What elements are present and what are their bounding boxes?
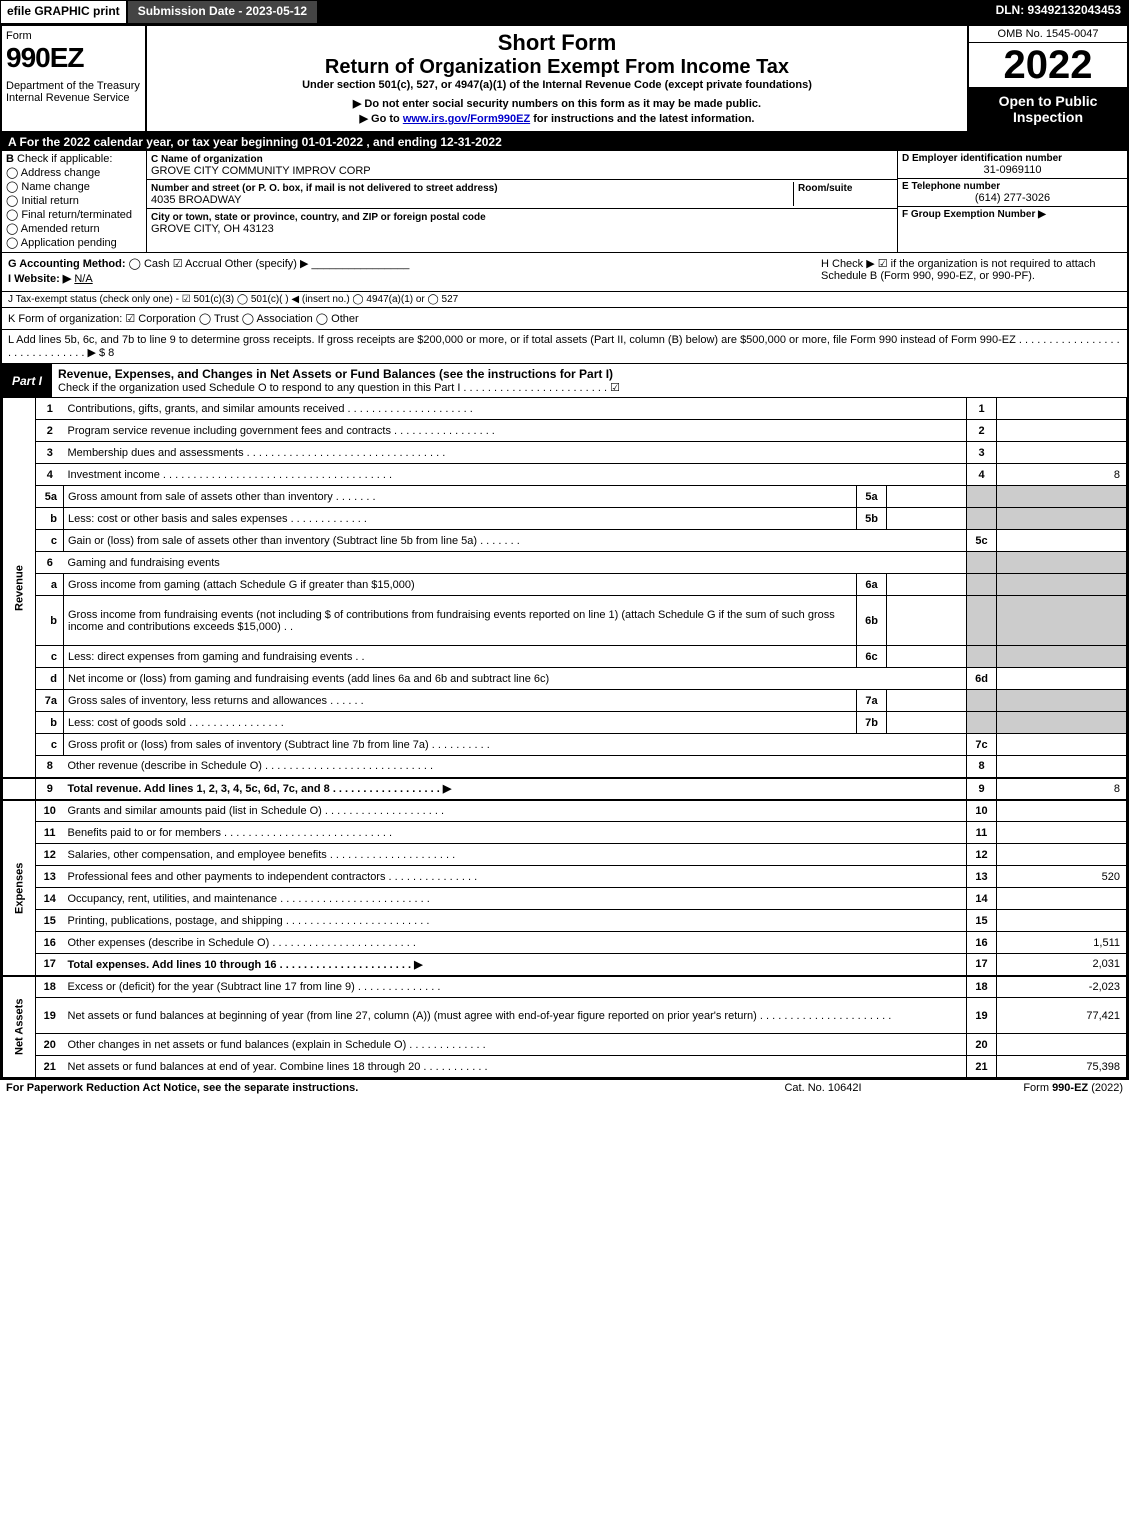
form-number: 990EZ [6,42,141,74]
header-right: OMB No. 1545-0047 2022 Open to Public In… [967,26,1127,131]
row-j: J Tax-exempt status (check only one) - ☑… [2,292,1127,308]
row-k: K Form of organization: ☑ Corporation ◯ … [2,308,1127,330]
city: GROVE CITY, OH 43123 [151,223,274,235]
cb-pending[interactable]: ◯ Application pending [6,236,142,249]
street: 4035 BROADWAY [151,194,241,206]
tax-year: 2022 [969,43,1127,87]
open-inspection: Open to Public Inspection [969,87,1127,131]
row-l: L Add lines 5b, 6c, and 7b to line 9 to … [2,330,1127,364]
row-a: A For the 2022 calendar year, or tax yea… [2,133,1127,151]
department: Department of the Treasury Internal Reve… [6,80,141,104]
expenses-label: Expenses [3,800,36,976]
info-block: B Check if applicable: ◯ Address change … [2,151,1127,253]
cb-final[interactable]: ◯ Final return/terminated [6,208,142,221]
topbar: efile GRAPHIC print Submission Date - 20… [0,0,1129,24]
omb-number: OMB No. 1545-0047 [969,26,1127,43]
phone: (614) 277-3026 [902,192,1123,204]
row-gh: G Accounting Method: ◯ Cash ☑ Accrual Ot… [2,253,1127,292]
return-title: Return of Organization Exempt From Incom… [151,56,963,79]
cb-name[interactable]: ◯ Name change [6,180,142,193]
cb-address[interactable]: ◯ Address change [6,166,142,179]
website: N/A [74,273,92,285]
footer: For Paperwork Reduction Act Notice, see … [0,1080,1129,1096]
header-left: Form 990EZ Department of the Treasury In… [2,26,147,131]
submission-date: Submission Date - 2023-05-12 [127,0,318,24]
form-header: Form 990EZ Department of the Treasury In… [2,26,1127,133]
irs-link[interactable]: www.irs.gov/Form990EZ [403,113,530,125]
row-h: H Check ▶ ☑ if the organization is not r… [821,257,1121,287]
netassets-label: Net Assets [3,976,36,1078]
goto-note: ▶ Go to www.irs.gov/Form990EZ for instru… [151,112,963,125]
short-form-title: Short Form [151,30,963,56]
org-name: GROVE CITY COMMUNITY IMPROV CORP [151,165,371,177]
efile-label: efile GRAPHIC print [0,0,127,24]
ssn-note: ▶ Do not enter social security numbers o… [151,97,963,110]
block-b: B Check if applicable: ◯ Address change … [2,151,147,252]
cb-amended[interactable]: ◯ Amended return [6,222,142,235]
part1-header: Part I Revenue, Expenses, and Changes in… [2,364,1127,397]
dln: DLN: 93492132043453 [988,0,1129,24]
form-frame: Form 990EZ Department of the Treasury In… [0,24,1129,1080]
header-center: Short Form Return of Organization Exempt… [147,26,967,131]
revenue-label: Revenue [3,398,36,778]
block-c: C Name of organization GROVE CITY COMMUN… [147,151,897,252]
under-section: Under section 501(c), 527, or 4947(a)(1)… [151,79,963,91]
block-def: D Employer identification number 31-0969… [897,151,1127,252]
form-word: Form [6,30,141,42]
cb-initial[interactable]: ◯ Initial return [6,194,142,207]
part1-table: Revenue 1Contributions, gifts, grants, a… [2,397,1127,1078]
ein: 31-0969110 [902,164,1123,176]
